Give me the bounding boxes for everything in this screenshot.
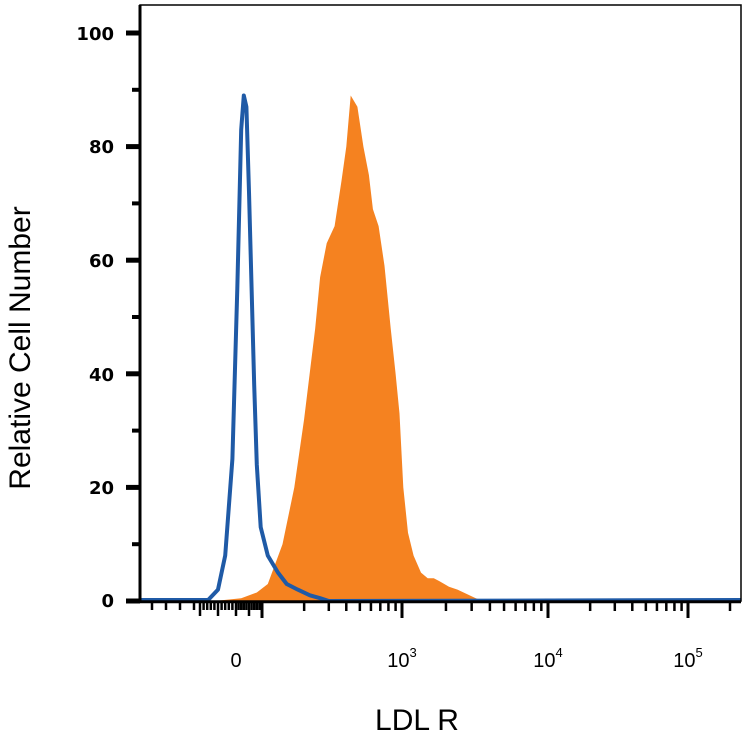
y-tick-label-80: 80 [89, 137, 114, 158]
y-tick-labels: 0 20 40 60 80 100 [76, 24, 114, 612]
x-ticks [150, 602, 732, 618]
y-axis-title: Relative Cell Number [4, 206, 37, 489]
y-tick-label-0: 0 [101, 591, 114, 612]
x-tick-label-0: 0 [230, 650, 241, 672]
x-axis-title: LDL R [375, 704, 459, 737]
x-tick-label-1e5: 105 [673, 645, 702, 672]
outline-histogram-series [140, 93, 742, 603]
y-tick-label-40: 40 [89, 365, 114, 386]
x-tick-label-1e3: 103 [387, 645, 416, 672]
x-tick-label-1e4: 104 [533, 645, 562, 672]
axes [126, 4, 742, 618]
x-tick-labels: 0 103 104 105 [230, 645, 702, 672]
plot-area [140, 93, 742, 603]
filled-histogram-series [214, 95, 484, 601]
y-tick-label-60: 60 [89, 251, 114, 272]
y-tick-label-20: 20 [89, 478, 114, 499]
y-tick-label-100: 100 [76, 24, 114, 45]
